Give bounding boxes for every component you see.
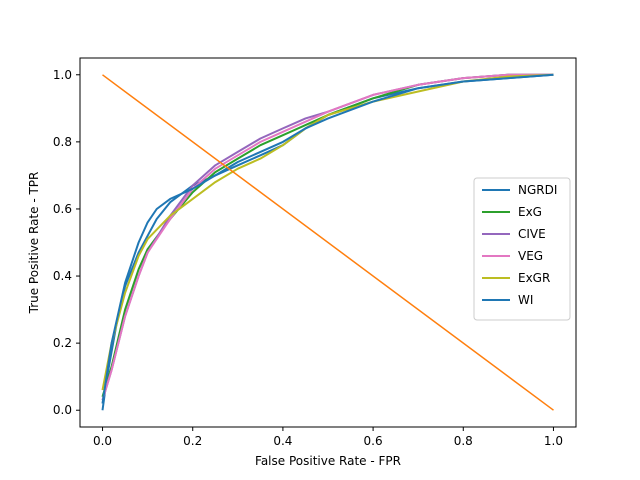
y-tick-label: 0.2 <box>53 336 72 350</box>
series-line-wi <box>101 73 554 404</box>
y-tick-label: 1.0 <box>53 68 72 82</box>
x-tick-label: 0.4 <box>273 434 292 448</box>
legend-label: VEG <box>518 249 543 263</box>
plot-frame <box>79 57 577 428</box>
legend-label: NGRDI <box>518 183 557 197</box>
plot-lines <box>101 73 554 411</box>
x-tick-label: 0.8 <box>454 434 473 448</box>
y-axis-label: True Positive Rate - TPR <box>27 172 41 315</box>
y-tick-label: 0.8 <box>53 135 72 149</box>
x-axis: 0.0 0.2 0.4 0.6 0.8 1.0 <box>93 427 563 448</box>
x-tick-label: 0.0 <box>93 434 112 448</box>
y-tick-label: 0.6 <box>53 202 72 216</box>
x-tick-label: 0.2 <box>183 434 202 448</box>
legend: NGRDI ExG CIVE VEG ExGR WI <box>473 177 571 321</box>
legend-label: CIVE <box>518 227 546 241</box>
y-axis: 0.0 0.2 0.4 0.6 0.8 1.0 <box>53 68 80 417</box>
legend-box <box>473 177 571 321</box>
y-tick-label: 0.0 <box>53 403 72 417</box>
y-tick-label: 0.4 <box>53 269 72 283</box>
series-line-veg <box>101 73 554 401</box>
series-line-exgr <box>101 73 554 391</box>
x-tick-label: 0.6 <box>364 434 383 448</box>
x-axis-label: False Positive Rate - FPR <box>255 454 401 468</box>
legend-label: ExGR <box>518 271 550 285</box>
x-tick-label: 1.0 <box>544 434 563 448</box>
legend-label: WI <box>518 293 533 307</box>
legend-label: ExG <box>518 205 542 219</box>
reference-diagonal-line <box>102 74 554 411</box>
